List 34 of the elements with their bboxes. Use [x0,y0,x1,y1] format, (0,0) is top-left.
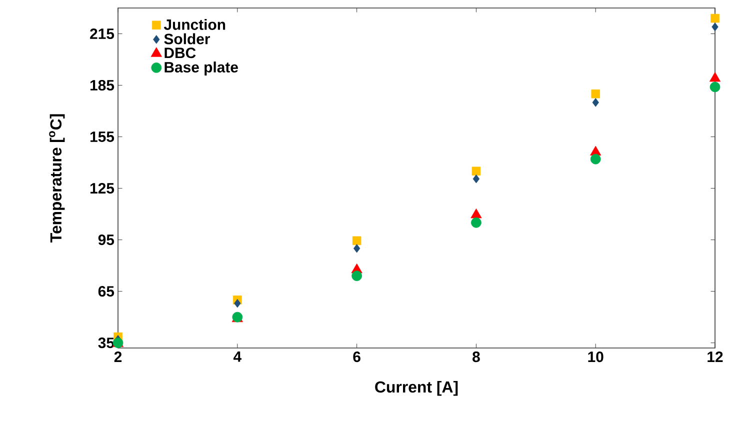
y-tick-label: 185 [90,80,114,91]
y-axis-title: Temperature [$^{o}$C] [49,114,65,242]
point [710,14,720,23]
legend-label: Junction [164,18,226,30]
y-tick-label: 155 [90,132,114,142]
x-tick-label: 2 [114,352,122,362]
point [591,89,600,98]
y-tick-label: 35 [98,338,114,348]
legend-label: Solder [164,33,210,44]
y-tick-label: 215 [90,28,114,40]
point [352,236,362,246]
y-tick-label: 95 [98,234,114,246]
x-tick-label: 4 [233,352,242,362]
point [471,217,482,228]
point [712,22,718,32]
point [592,98,599,107]
point [234,298,241,308]
y-tick-label: 65 [98,286,114,297]
y-tick-label: 125 [90,183,114,194]
point [709,72,721,82]
point [472,166,481,176]
point [470,208,482,218]
x-axis-title: Current [A] [375,380,458,396]
x-tick-label: 6 [353,352,360,362]
legend-label: DBC [164,48,196,58]
point [710,82,720,92]
point [472,174,480,184]
point [353,244,360,253]
point [590,154,601,164]
legend-label: Base plate [164,62,238,76]
x-tick-label: 10 [588,352,604,362]
x-tick-label: 8 [472,352,480,362]
x-tick-label: 12 [708,352,723,362]
point [352,270,362,282]
